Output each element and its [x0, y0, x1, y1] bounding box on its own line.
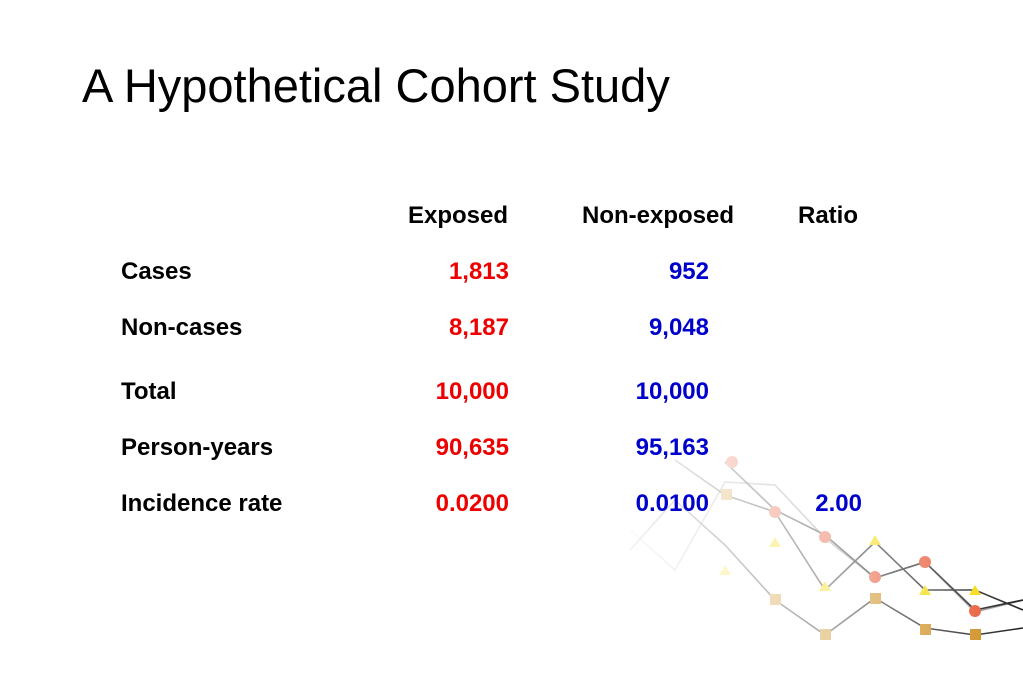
- row-label-total: Total: [121, 378, 177, 405]
- cell-person-years-non-exposed: 95,163: [635, 434, 709, 461]
- cell-incidence-rate-exposed: 0.0200: [435, 490, 509, 517]
- cell-non-cases-exposed: 8,187: [448, 314, 509, 341]
- column-header-exposed: Exposed: [407, 202, 509, 229]
- cell-person-years-exposed: 90,635: [435, 434, 509, 461]
- column-header-non-exposed: Non-exposed: [581, 202, 734, 229]
- cell-total-exposed: 10,000: [435, 378, 509, 405]
- row-label-incidence-rate: Incidence rate: [121, 490, 283, 517]
- row-label-cases: Cases: [121, 258, 192, 285]
- cell-cases-non-exposed: 952: [668, 258, 709, 285]
- decorative-line-graphic: [600, 440, 1023, 682]
- cell-non-cases-non-exposed: 9,048: [648, 314, 709, 341]
- column-header-ratio: Ratio: [798, 202, 858, 229]
- row-label-non-cases: Non-cases: [121, 314, 243, 341]
- page-title: A Hypothetical Cohort Study: [82, 59, 670, 112]
- cell-total-non-exposed: 10,000: [635, 378, 709, 405]
- cell-incidence-rate-ratio: 2.00: [815, 490, 862, 517]
- cell-incidence-rate-non-exposed: 0.0100: [635, 490, 709, 517]
- cell-cases-exposed: 1,813: [448, 258, 509, 285]
- row-label-person-years: Person-years: [121, 434, 274, 461]
